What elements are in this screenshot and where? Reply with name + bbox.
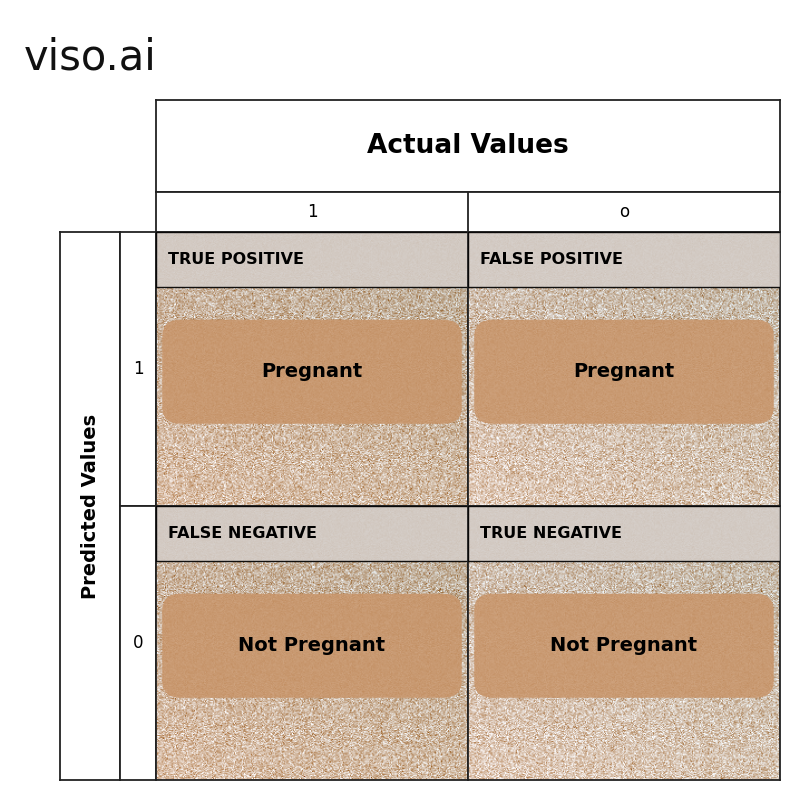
FancyBboxPatch shape — [474, 594, 774, 698]
Text: TRUE NEGATIVE: TRUE NEGATIVE — [481, 526, 622, 541]
Text: Pregnant: Pregnant — [574, 362, 674, 382]
Text: 1: 1 — [133, 360, 143, 378]
Text: FALSE NEGATIVE: FALSE NEGATIVE — [169, 526, 318, 541]
Text: viso.ai: viso.ai — [24, 36, 157, 78]
FancyBboxPatch shape — [162, 320, 462, 424]
Text: Not Pregnant: Not Pregnant — [238, 636, 386, 655]
Text: Pregnant: Pregnant — [262, 362, 362, 382]
FancyBboxPatch shape — [474, 320, 774, 424]
FancyBboxPatch shape — [156, 506, 468, 561]
Text: FALSE POSITIVE: FALSE POSITIVE — [481, 252, 623, 267]
FancyBboxPatch shape — [468, 232, 780, 286]
Text: Not Pregnant: Not Pregnant — [550, 636, 698, 655]
Text: 1: 1 — [306, 203, 318, 221]
Text: Actual Values: Actual Values — [367, 133, 569, 159]
Text: 0: 0 — [133, 634, 143, 652]
Text: Predicted Values: Predicted Values — [81, 414, 99, 598]
FancyBboxPatch shape — [156, 232, 468, 286]
Text: TRUE POSITIVE: TRUE POSITIVE — [169, 252, 305, 267]
FancyBboxPatch shape — [162, 594, 462, 698]
FancyBboxPatch shape — [468, 506, 780, 561]
Text: o: o — [619, 203, 629, 221]
